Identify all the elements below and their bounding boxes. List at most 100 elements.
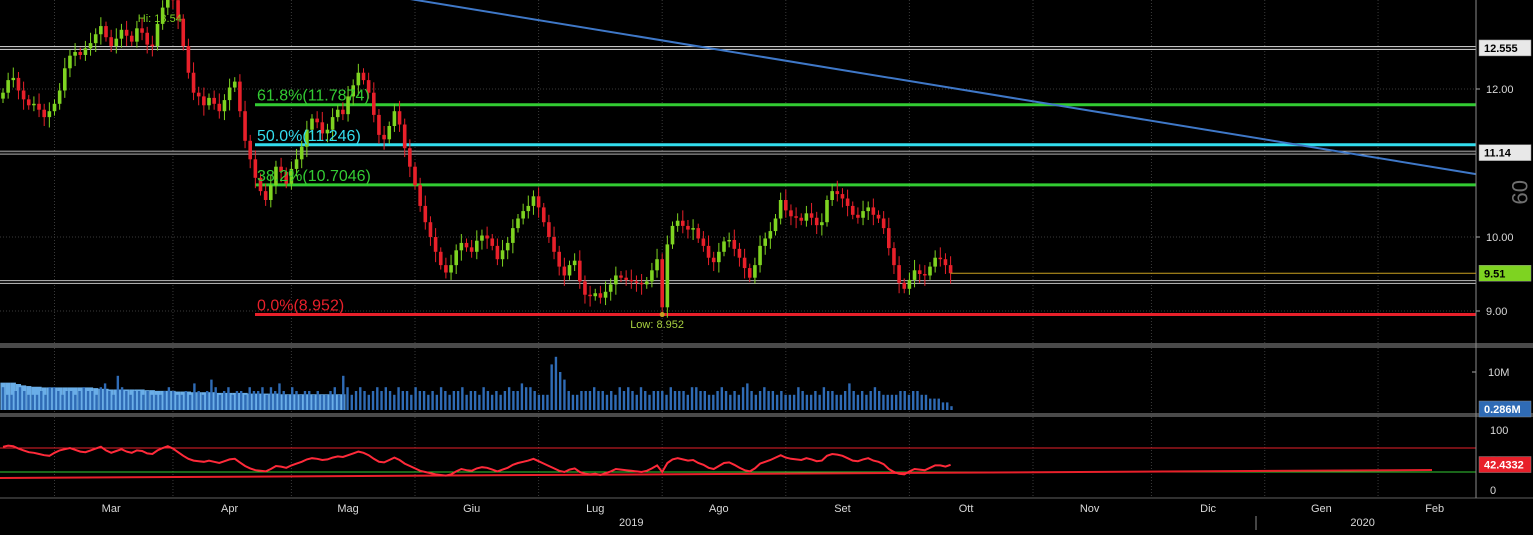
candle-down bbox=[841, 194, 845, 198]
month-label: Apr bbox=[221, 503, 238, 515]
volume-bar bbox=[108, 391, 110, 410]
volume-bar bbox=[921, 395, 923, 410]
volume-bar bbox=[589, 391, 591, 410]
volume-bar bbox=[300, 395, 302, 410]
volume-bar bbox=[725, 391, 727, 410]
volume-bar bbox=[278, 383, 280, 410]
candle-down bbox=[696, 228, 700, 238]
candle-down bbox=[78, 52, 82, 55]
candle-down bbox=[264, 191, 268, 200]
volume-bar bbox=[393, 395, 395, 410]
volume-bar bbox=[606, 395, 608, 410]
candle-up bbox=[722, 241, 726, 251]
volume-bar bbox=[36, 395, 38, 410]
volume-bar bbox=[602, 391, 604, 410]
volume-bar bbox=[827, 391, 829, 410]
candle-down bbox=[362, 73, 366, 80]
candle-down bbox=[887, 228, 891, 248]
volume-bar bbox=[146, 391, 148, 410]
candle-down bbox=[485, 236, 489, 239]
volume-bar bbox=[580, 391, 582, 410]
candle-up bbox=[933, 258, 937, 267]
candle-up bbox=[393, 111, 397, 126]
candle-up bbox=[300, 147, 304, 160]
volume-bar bbox=[585, 391, 587, 410]
volume-bar bbox=[414, 387, 416, 410]
volume-bar bbox=[899, 391, 901, 410]
volume-bar bbox=[376, 387, 378, 410]
volume-bar bbox=[61, 395, 63, 410]
volume-bar bbox=[895, 395, 897, 410]
rsi-tick-label: 100 bbox=[1490, 425, 1508, 437]
candle-down bbox=[681, 221, 685, 226]
volume-bar bbox=[23, 391, 25, 410]
volume-bar bbox=[619, 387, 621, 410]
pane-separator bbox=[0, 413, 1533, 417]
volume-bar bbox=[317, 391, 319, 410]
candle-down bbox=[583, 281, 587, 294]
volume-bar bbox=[878, 391, 880, 410]
candle-down bbox=[341, 110, 345, 114]
month-label: Gen bbox=[1311, 503, 1332, 515]
volume-bar bbox=[797, 387, 799, 410]
volume-bar bbox=[504, 391, 506, 410]
volume-bar bbox=[138, 391, 140, 410]
candle-up bbox=[830, 191, 834, 200]
candle-down bbox=[125, 30, 129, 36]
volume-bar bbox=[840, 395, 842, 410]
candle-down bbox=[635, 281, 639, 282]
candle-down bbox=[624, 278, 628, 280]
low-label: Low: 8.952 bbox=[630, 319, 684, 331]
volume-bar bbox=[100, 387, 102, 410]
candle-up bbox=[753, 265, 757, 278]
candle-up bbox=[94, 34, 98, 43]
candle-up bbox=[593, 293, 597, 296]
candle-up bbox=[521, 211, 525, 218]
volume-bar bbox=[180, 395, 182, 410]
volume-bar bbox=[750, 391, 752, 410]
candle-up bbox=[676, 221, 680, 226]
candle-down bbox=[563, 267, 567, 276]
volume-bar bbox=[538, 395, 540, 410]
volume-bar bbox=[852, 391, 854, 410]
month-label: Ott bbox=[959, 503, 974, 515]
volume-bar bbox=[304, 391, 306, 410]
candle-down bbox=[846, 199, 850, 206]
candle-up bbox=[645, 281, 649, 284]
candle-down bbox=[552, 237, 556, 252]
candle-down bbox=[382, 135, 386, 139]
volume-bar bbox=[406, 391, 408, 410]
volume-bar bbox=[159, 395, 161, 410]
volume-bar bbox=[189, 395, 191, 410]
candle-down bbox=[140, 28, 144, 32]
volume-bar bbox=[610, 391, 612, 410]
candle-down bbox=[640, 283, 644, 284]
volume-bar bbox=[202, 395, 204, 410]
volume-bar bbox=[691, 387, 693, 410]
volume-bar bbox=[742, 387, 744, 410]
level-price-tag: 12.555 bbox=[1484, 43, 1518, 55]
candle-down bbox=[22, 90, 26, 99]
candle-down bbox=[547, 222, 551, 237]
volume-bar bbox=[32, 395, 34, 410]
volume-bar bbox=[712, 395, 714, 410]
volume-bar bbox=[274, 391, 276, 410]
candle-up bbox=[228, 88, 232, 101]
volume-bar bbox=[129, 395, 131, 410]
candle-down bbox=[439, 252, 443, 265]
candle-up bbox=[573, 261, 577, 265]
month-label: Mar bbox=[102, 503, 121, 515]
volume-bar bbox=[823, 387, 825, 410]
volume-bar bbox=[508, 387, 510, 410]
volume-bar bbox=[287, 395, 289, 410]
volume-bar bbox=[342, 376, 344, 410]
volume-bar bbox=[351, 395, 353, 410]
volume-bar bbox=[563, 380, 565, 410]
candle-up bbox=[449, 265, 453, 272]
candle-up bbox=[614, 275, 618, 284]
volume-bar bbox=[789, 395, 791, 410]
candle-down bbox=[660, 259, 664, 307]
level-price-tag: 11.14 bbox=[1484, 148, 1512, 160]
candle-down bbox=[882, 219, 886, 229]
hi-label: Hi: 13.54 bbox=[138, 13, 182, 25]
